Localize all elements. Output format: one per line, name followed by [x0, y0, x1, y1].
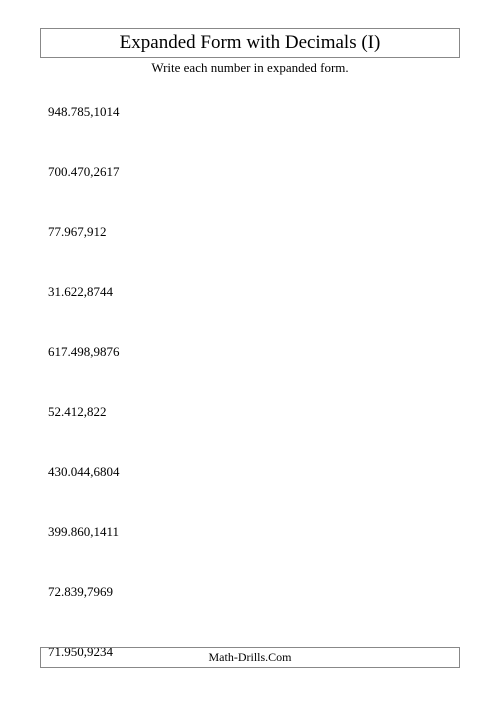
problem-item: 72.839,7969 [48, 584, 460, 600]
problem-item: 617.498,9876 [48, 344, 460, 360]
problem-item: 399.860,1411 [48, 524, 460, 540]
problem-item: 31.622,8744 [48, 284, 460, 300]
footer-container: Math-Drills.Com [40, 647, 460, 668]
problem-item: 430.044,6804 [48, 464, 460, 480]
title-container: Expanded Form with Decimals (I) [40, 28, 460, 58]
problem-item: 948.785,1014 [48, 104, 460, 120]
problem-item: 52.412,822 [48, 404, 460, 420]
problems-list: 948.785,1014 700.470,2617 77.967,912 31.… [40, 104, 460, 660]
worksheet-page: Expanded Form with Decimals (I) Write ea… [0, 0, 500, 660]
problem-item: 77.967,912 [48, 224, 460, 240]
page-title: Expanded Form with Decimals (I) [41, 32, 459, 54]
problem-item: 700.470,2617 [48, 164, 460, 180]
footer-text: Math-Drills.Com [41, 650, 459, 665]
instruction-text: Write each number in expanded form. [40, 60, 460, 76]
